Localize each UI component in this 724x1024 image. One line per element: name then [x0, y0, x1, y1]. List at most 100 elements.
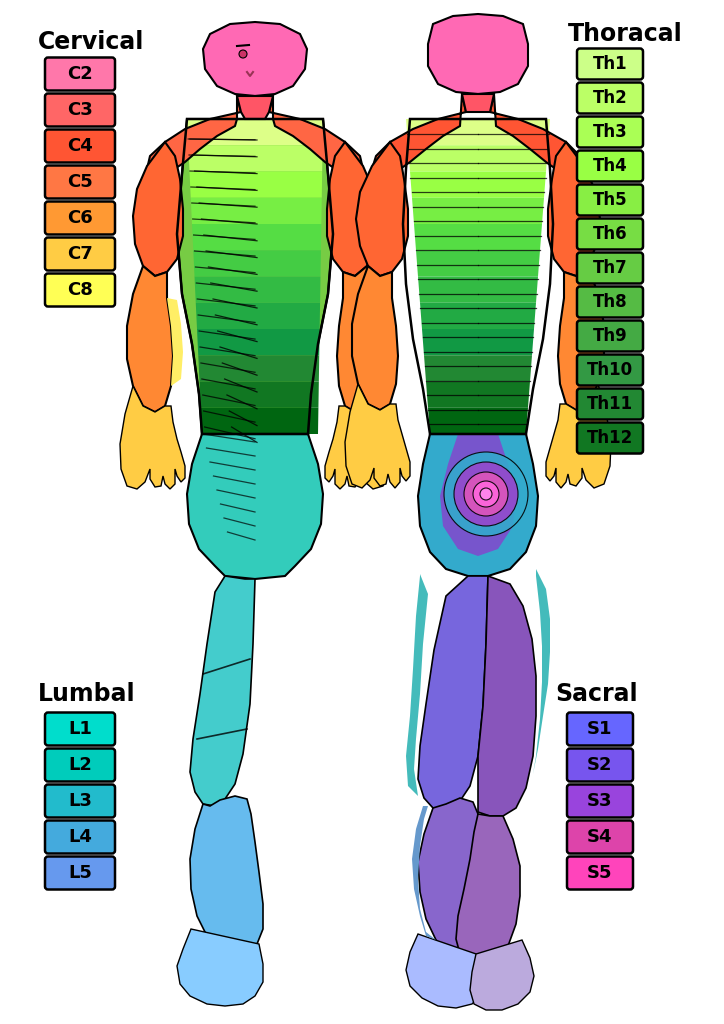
FancyBboxPatch shape: [567, 713, 633, 745]
Polygon shape: [420, 303, 536, 329]
Text: Lumbal: Lumbal: [38, 682, 135, 706]
FancyBboxPatch shape: [577, 423, 643, 454]
Polygon shape: [269, 96, 363, 176]
Text: S3: S3: [587, 792, 613, 810]
FancyBboxPatch shape: [577, 184, 643, 215]
Polygon shape: [408, 145, 548, 171]
Polygon shape: [188, 145, 323, 171]
Polygon shape: [325, 386, 390, 489]
Polygon shape: [356, 142, 408, 276]
Polygon shape: [192, 224, 321, 250]
Polygon shape: [195, 276, 321, 303]
Text: C3: C3: [67, 101, 93, 119]
Polygon shape: [414, 224, 542, 250]
FancyBboxPatch shape: [45, 856, 115, 890]
Text: Th5: Th5: [593, 191, 627, 209]
FancyBboxPatch shape: [577, 117, 643, 147]
Polygon shape: [190, 575, 255, 806]
Polygon shape: [422, 329, 534, 355]
Text: Th9: Th9: [593, 327, 628, 345]
FancyBboxPatch shape: [45, 202, 115, 234]
Polygon shape: [147, 96, 241, 176]
FancyBboxPatch shape: [577, 287, 643, 317]
Polygon shape: [127, 266, 173, 412]
FancyBboxPatch shape: [577, 83, 643, 114]
Polygon shape: [133, 142, 183, 276]
Text: C2: C2: [67, 65, 93, 83]
Text: Th1: Th1: [593, 55, 627, 73]
Polygon shape: [428, 14, 528, 94]
Text: Th4: Th4: [593, 157, 628, 175]
Text: Sacral: Sacral: [555, 682, 638, 706]
Polygon shape: [406, 934, 484, 1008]
Polygon shape: [345, 384, 410, 488]
FancyBboxPatch shape: [577, 218, 643, 250]
Polygon shape: [198, 355, 319, 382]
Polygon shape: [470, 940, 534, 1010]
Polygon shape: [440, 434, 516, 556]
Polygon shape: [490, 94, 584, 176]
Polygon shape: [418, 575, 488, 810]
Polygon shape: [418, 276, 538, 303]
Polygon shape: [187, 119, 323, 145]
FancyBboxPatch shape: [577, 321, 643, 351]
FancyBboxPatch shape: [577, 354, 643, 385]
FancyBboxPatch shape: [45, 713, 115, 745]
Text: Th10: Th10: [587, 361, 633, 379]
Text: L5: L5: [68, 864, 92, 882]
Polygon shape: [558, 266, 604, 410]
Polygon shape: [424, 355, 532, 382]
Polygon shape: [327, 142, 377, 276]
Text: L4: L4: [68, 828, 92, 846]
Polygon shape: [418, 798, 492, 958]
FancyBboxPatch shape: [567, 784, 633, 817]
Circle shape: [480, 488, 492, 500]
FancyBboxPatch shape: [567, 820, 633, 853]
Text: Cervical: Cervical: [38, 30, 144, 54]
FancyBboxPatch shape: [577, 48, 643, 80]
Text: S5: S5: [587, 864, 613, 882]
Polygon shape: [197, 329, 320, 355]
Polygon shape: [190, 171, 322, 198]
FancyBboxPatch shape: [45, 273, 115, 306]
Text: S1: S1: [587, 720, 613, 738]
Circle shape: [464, 472, 508, 516]
FancyBboxPatch shape: [577, 388, 643, 420]
Text: S4: S4: [587, 828, 613, 846]
Circle shape: [239, 50, 247, 58]
FancyBboxPatch shape: [567, 856, 633, 890]
Polygon shape: [428, 408, 528, 434]
Polygon shape: [193, 250, 321, 276]
Polygon shape: [195, 303, 320, 329]
Text: C8: C8: [67, 281, 93, 299]
Polygon shape: [548, 142, 600, 276]
Circle shape: [454, 462, 518, 526]
FancyBboxPatch shape: [577, 151, 643, 181]
Text: L1: L1: [68, 720, 92, 738]
Polygon shape: [120, 386, 185, 489]
Polygon shape: [406, 574, 428, 796]
Polygon shape: [418, 434, 538, 575]
Polygon shape: [410, 171, 546, 198]
Circle shape: [473, 481, 499, 507]
Polygon shape: [177, 119, 333, 434]
Text: C6: C6: [67, 209, 93, 227]
FancyBboxPatch shape: [45, 238, 115, 270]
Text: L2: L2: [68, 756, 92, 774]
Polygon shape: [412, 806, 436, 940]
Text: L3: L3: [68, 792, 92, 810]
FancyBboxPatch shape: [45, 820, 115, 853]
Polygon shape: [237, 96, 273, 119]
Polygon shape: [412, 198, 544, 224]
FancyBboxPatch shape: [45, 166, 115, 199]
Polygon shape: [200, 382, 319, 408]
FancyBboxPatch shape: [45, 129, 115, 163]
Text: C5: C5: [67, 173, 93, 191]
FancyBboxPatch shape: [567, 749, 633, 781]
Polygon shape: [190, 796, 263, 954]
FancyBboxPatch shape: [45, 57, 115, 90]
Text: Th8: Th8: [593, 293, 627, 311]
FancyBboxPatch shape: [45, 784, 115, 817]
Text: Th7: Th7: [593, 259, 628, 278]
Polygon shape: [190, 198, 321, 224]
